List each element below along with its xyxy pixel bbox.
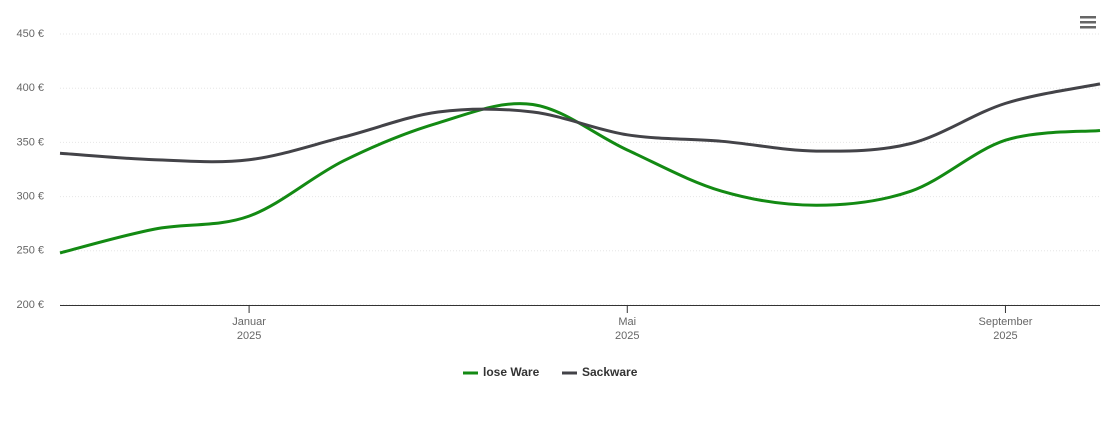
y-tick-label: 450 € (16, 28, 44, 40)
series-line (59, 102, 1101, 255)
y-tick-label: 200 € (16, 299, 44, 311)
x-tick-line: Januar (232, 316, 266, 328)
x-tick-line: 2025 (993, 330, 1017, 342)
y-tick-label: 300 € (16, 191, 44, 203)
legend-text: Sackware (582, 365, 638, 379)
series-line (59, 82, 1101, 164)
y-tick-label: 400 € (16, 82, 44, 94)
x-tick-line: 2025 (615, 330, 639, 342)
menu-bar[interactable] (1080, 16, 1096, 19)
menu-icon[interactable] (1080, 16, 1096, 29)
x-tick-line: 2025 (237, 330, 261, 342)
x-tick-label: September 2025 (979, 316, 1033, 342)
x-tick-label: Mai 2025 (615, 316, 639, 342)
legend-text: lose Ware (483, 365, 540, 379)
x-tick-label: Januar 2025 (232, 316, 266, 342)
menu-bar[interactable] (1080, 21, 1096, 24)
x-tick-line: Mai (618, 316, 636, 328)
y-tick-label: 250 € (16, 245, 44, 257)
menu-bar[interactable] (1080, 26, 1096, 29)
y-tick-label: 350 € (16, 136, 44, 148)
x-tick-line: September (979, 316, 1033, 328)
